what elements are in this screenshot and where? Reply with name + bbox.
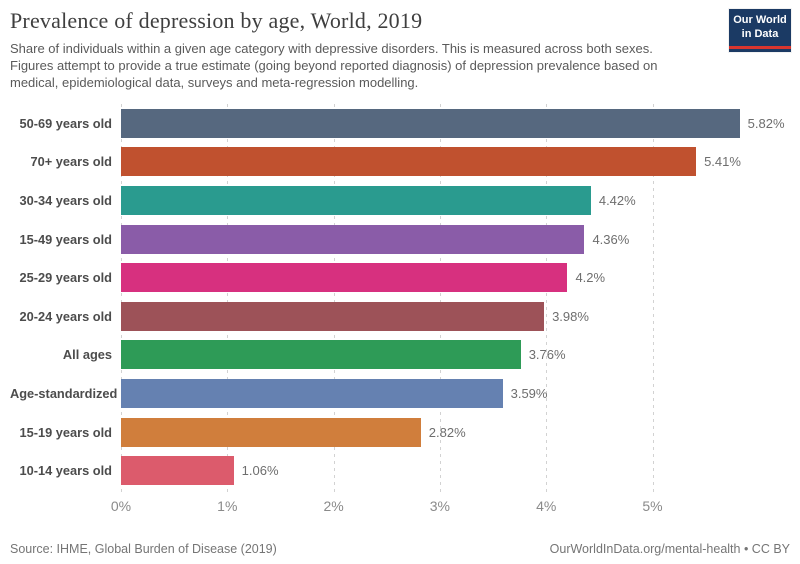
category-label: 15-19 years old: [19, 424, 112, 440]
value-label: 3.76%: [528, 347, 566, 363]
bar-rows: 50-69 years old 5.82% 70+ years old 5.41% 30…: [10, 104, 790, 490]
chart-title: Prevalence of depression by age, World, …: [10, 8, 423, 33]
category-label: Age-standardized: [10, 385, 118, 401]
bar-row: 25-29 years old 4.2%: [10, 258, 790, 297]
value-label: 1.06%: [241, 463, 279, 479]
source-note: Source: IHME, Global Burden of Disease (…: [10, 542, 277, 556]
x-axis: 0% 1% 2% 3% 4% 5%: [10, 498, 790, 516]
x-tick-label-4pct: 4%: [536, 498, 557, 514]
value-label: 2.82%: [428, 424, 466, 440]
owid-logo-line2: in Data: [741, 27, 779, 40]
owid-logo[interactable]: Our World in Data: [729, 9, 791, 52]
value-label: 5.41%: [704, 154, 741, 170]
category-label: All ages: [62, 347, 112, 363]
value-label: 5.82%: [747, 115, 785, 131]
owid-logo-stripe: [729, 45, 791, 49]
x-tick-label-2pct: 2%: [323, 498, 344, 514]
chart-header: Prevalence of depression by age, World, …: [10, 8, 791, 91]
bar-25-29-years-old[interactable]: [121, 263, 568, 293]
chart-subtitle: Share of individuals within a given age …: [10, 41, 658, 91]
value-label: 4.2%: [575, 270, 606, 286]
bar-row: 20-24 years old 3.98%: [10, 297, 790, 336]
x-tick-label-3pct: 3%: [429, 498, 451, 514]
bar-row: 30-34 years old 4.42%: [10, 181, 790, 220]
value-label: 4.42%: [598, 192, 636, 208]
value-label: 4.36%: [592, 231, 630, 247]
x-tick-label-0pct: 0%: [110, 498, 132, 514]
bar-row: Age-standardized 3.59%: [10, 374, 790, 413]
bar-70-years-old[interactable]: [121, 147, 697, 177]
category-label: 25-29 years old: [19, 270, 112, 286]
x-tick-label-5pct: 5%: [642, 498, 663, 514]
bar-20-24-years-old[interactable]: [121, 301, 545, 331]
bar-row: 15-19 years old 2.82%: [10, 413, 790, 452]
bar-15-19-years-old[interactable]: [121, 417, 421, 447]
category-label: 15-49 years old: [19, 231, 112, 247]
chart-footer: Source: IHME, Global Burden of Disease (…: [10, 542, 790, 556]
x-tick-label-1pct: 1%: [217, 498, 238, 514]
category-label: 50-69 years old: [19, 115, 112, 131]
category-label: 20-24 years old: [19, 308, 112, 324]
value-label: 3.59%: [510, 385, 548, 401]
bar-chart: 50-69 years old 5.82% 70+ years old 5.41% 30…: [10, 104, 790, 496]
category-label: 30-34 years old: [19, 192, 112, 208]
owid-logo-line1: Our World: [733, 14, 787, 26]
bar-age-standardized[interactable]: [121, 378, 503, 408]
bar-15-49-years-old[interactable]: [121, 224, 585, 254]
bar-50-69-years-old[interactable]: [121, 108, 740, 138]
bar-row: 70+ years old 5.41%: [10, 143, 790, 182]
attribution-link[interactable]: OurWorldInData.org/mental-health • CC BY: [549, 542, 790, 556]
bar-30-34-years-old[interactable]: [121, 185, 591, 215]
bar-all-ages[interactable]: [121, 340, 521, 370]
category-label: 70+ years old: [30, 154, 112, 170]
bar-row: 50-69 years old 5.82%: [10, 104, 790, 143]
bar-row: 10-14 years old 1.06%: [10, 451, 790, 490]
value-label: 3.98%: [552, 308, 589, 324]
category-label: 10-14 years old: [19, 463, 112, 479]
owid-logo-text: Our World in Data: [729, 9, 791, 46]
bar-10-14-years-old[interactable]: [121, 456, 234, 486]
bar-row: All ages 3.76%: [10, 336, 790, 375]
bar-row: 15-49 years old 4.36%: [10, 220, 790, 259]
owid-logo-bottom-edge: [729, 48, 791, 52]
